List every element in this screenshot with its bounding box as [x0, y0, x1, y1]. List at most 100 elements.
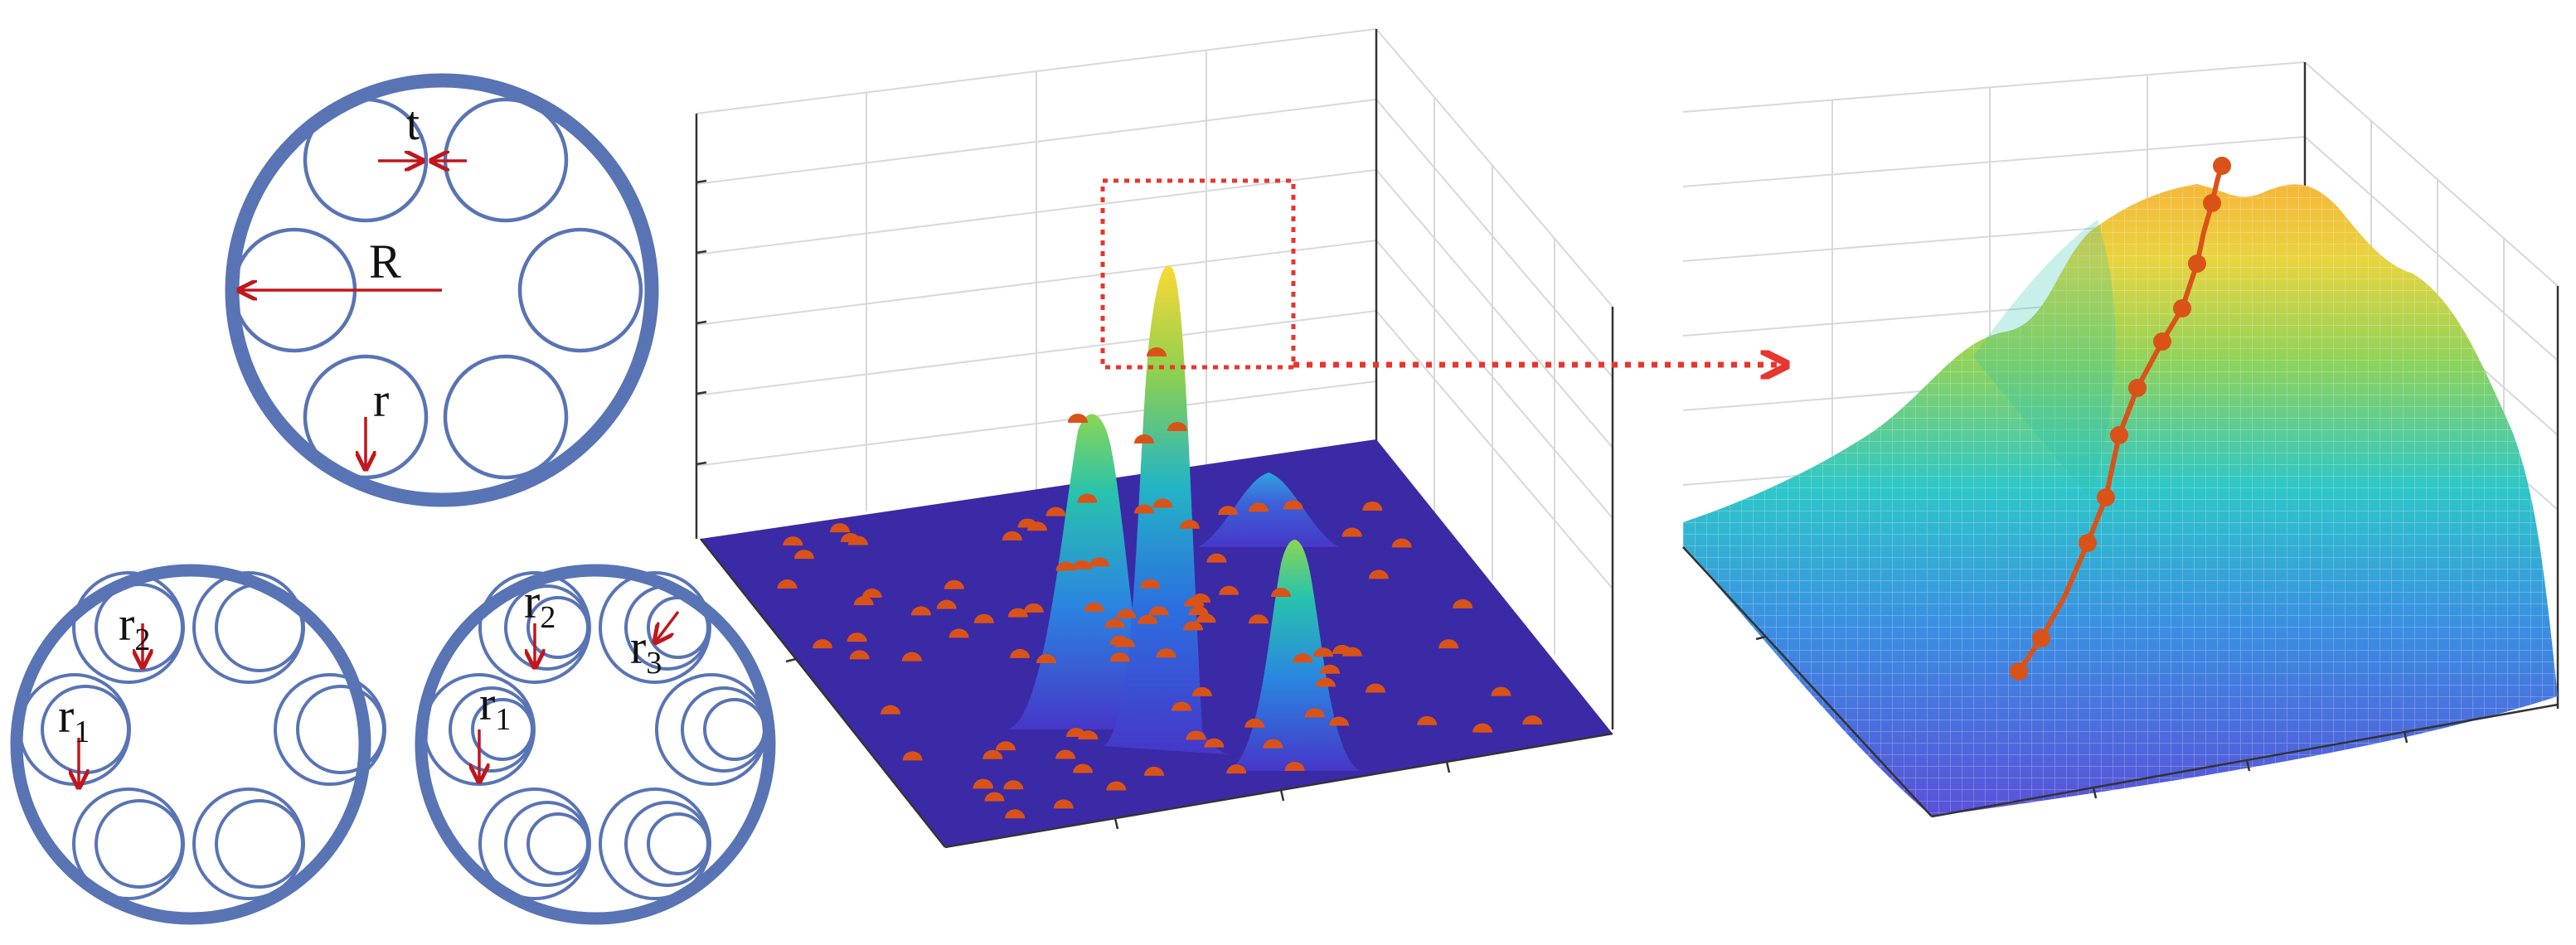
inner-circle: [303, 97, 429, 223]
sample-point: [861, 588, 882, 598]
sample-point: [1271, 588, 1291, 597]
sample-point: [1206, 553, 1227, 563]
sample-point: [902, 751, 923, 761]
path-point: [2128, 379, 2147, 397]
sample-point: [1073, 763, 1094, 773]
path-point: [2010, 662, 2028, 681]
sample-point: [1017, 518, 1038, 528]
label-r: r: [373, 373, 389, 427]
zoom-surface-mesh: [1683, 184, 2558, 817]
sample-point: [1066, 727, 1087, 737]
sample-point: [1453, 598, 1473, 608]
sample-point: [1191, 686, 1212, 696]
sample-point: [1368, 569, 1389, 579]
sample-point: [829, 523, 850, 533]
cross-section-double: r2 r1: [10, 564, 386, 925]
sample-point: [1167, 422, 1187, 431]
sample-point: [944, 579, 964, 589]
label-r3: r3: [630, 620, 662, 681]
convergence-points: [2010, 157, 2231, 681]
sample-point: [1138, 614, 1158, 624]
label-r1: r1: [58, 689, 90, 749]
sample-point: [1438, 639, 1459, 649]
zoom-box: [1100, 178, 1296, 370]
sample-point: [1196, 613, 1216, 623]
sample-point: [1191, 593, 1211, 603]
label-r2: r2: [119, 597, 150, 657]
sample-point: [910, 606, 931, 616]
outer-ring: [10, 564, 371, 925]
inner-circle: [443, 354, 569, 480]
sample-point: [1204, 738, 1225, 748]
path-point: [2079, 534, 2097, 552]
x-axis: [700, 538, 946, 848]
y-axis: [944, 732, 1613, 849]
sample-point: [777, 579, 798, 589]
sample-point: [849, 650, 870, 660]
inner-circle: [517, 227, 643, 353]
sample-point: [1293, 653, 1313, 663]
sample-point: [1156, 648, 1176, 658]
path-point: [2097, 488, 2115, 506]
sample-point: [1263, 739, 1283, 749]
sample-point: [1023, 603, 1044, 613]
sample-point: [847, 632, 867, 642]
peak-small-far: [1198, 472, 1339, 547]
sample-point: [1218, 506, 1239, 516]
sample-point: [1055, 749, 1076, 759]
sample-point: [901, 652, 922, 662]
sample-point: [1010, 648, 1031, 658]
sample-point: [1315, 677, 1336, 687]
sample-point: [1491, 686, 1511, 696]
sample-point: [1244, 718, 1265, 728]
sample-point: [793, 550, 814, 560]
sample-point: [1134, 434, 1154, 443]
sample-point: [840, 533, 861, 543]
sample-point: [1109, 652, 1130, 662]
sample-point: [1045, 506, 1066, 516]
sample-point: [1148, 606, 1169, 616]
zoom-ridge-shade: [1973, 220, 2116, 497]
sample-point: [1003, 780, 1024, 790]
landscape-plot: [695, 28, 1787, 849]
sample-point: [1304, 708, 1325, 718]
sample-point: [1248, 502, 1269, 512]
sample-point: [1320, 664, 1341, 674]
sample-point: [995, 741, 1016, 751]
sample-points: [777, 347, 1543, 819]
sample-point: [1152, 498, 1173, 508]
cross-section-single: t R r: [225, 73, 659, 507]
sample-point: [1005, 809, 1026, 819]
sample-point: [1116, 608, 1137, 618]
sample-point: [1391, 538, 1412, 548]
sample-point: [936, 599, 957, 609]
sample-point: [783, 536, 803, 546]
zoom-x-axis: [1682, 546, 1933, 817]
sample-point: [1186, 730, 1206, 740]
sample-point: [1089, 557, 1109, 567]
sample-point: [1522, 715, 1543, 725]
peak-left: [1007, 414, 1161, 729]
sample-point: [1417, 715, 1438, 725]
path-point: [2153, 332, 2171, 351]
zoom-y-axis: [1931, 703, 2559, 818]
sample-point: [1219, 585, 1239, 595]
sample-point: [1055, 561, 1076, 571]
peak-tall: [1103, 265, 1227, 754]
peak-right: [1227, 540, 1360, 771]
sample-point: [1472, 723, 1493, 733]
sample-point: [1053, 799, 1074, 809]
label-r2: r2: [524, 574, 555, 635]
path-point: [2032, 629, 2050, 647]
sample-point: [984, 792, 1005, 802]
sample-point: [1283, 500, 1303, 510]
sample-point: [973, 613, 994, 623]
sample-point: [1179, 519, 1200, 529]
path-point: [2173, 299, 2191, 317]
r3-arrow: [655, 610, 680, 642]
sample-point: [1084, 602, 1104, 612]
sample-point: [1077, 493, 1098, 503]
sample-point: [1036, 654, 1056, 663]
sample-point: [1072, 560, 1093, 569]
